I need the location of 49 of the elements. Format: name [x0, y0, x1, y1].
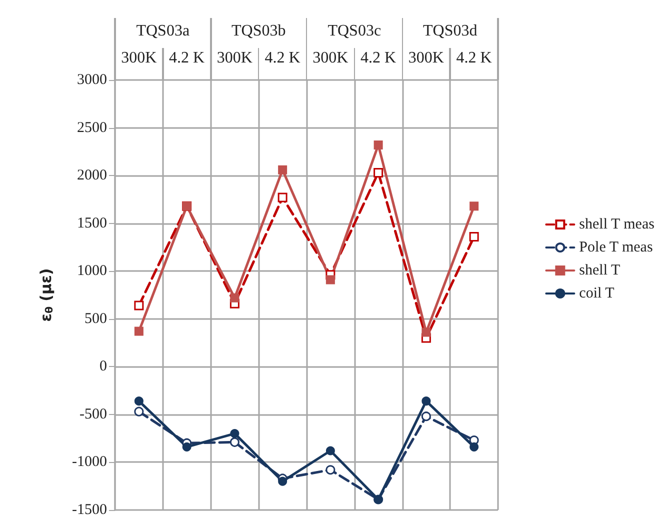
y-tick-label: -500: [80, 406, 107, 422]
text: TQS03c: [328, 22, 382, 40]
point: [326, 446, 335, 456]
x-tick-label: 300K: [408, 50, 444, 66]
point: [470, 442, 479, 452]
point: [421, 412, 431, 422]
y-tick-label: 1000: [77, 263, 107, 280]
x-tick-label: 4.2 K: [456, 50, 492, 66]
y-tick-label: 2500: [77, 120, 107, 136]
point: [470, 202, 479, 211]
x-tick-label: 4.2 K: [264, 50, 301, 66]
point: [134, 406, 144, 416]
legend-label: Pole T meas: [579, 240, 653, 256]
y-tick-label: 0: [100, 358, 107, 375]
y-tick-label: 500: [84, 310, 107, 327]
y-tick-label: 1500: [77, 215, 107, 232]
point: [326, 465, 336, 475]
x-tick-label: 300K: [216, 50, 253, 66]
x-tick-label: 300K: [121, 50, 158, 66]
point: [278, 476, 288, 486]
point: [422, 328, 431, 337]
point: [278, 165, 288, 174]
y-axis-title: εθ (με): [37, 268, 56, 322]
point: [182, 442, 192, 452]
y-tick-label: 2000: [77, 168, 107, 184]
point: [134, 396, 144, 406]
point: [230, 293, 240, 302]
point: [326, 275, 335, 284]
x-tick-label: 4.2 K: [360, 50, 397, 66]
point: [230, 429, 240, 438]
point: [278, 192, 288, 202]
x-tick-label: 300K: [312, 50, 349, 66]
y-tick-label: -1000: [72, 454, 107, 470]
point: [230, 437, 240, 447]
point: [422, 396, 431, 406]
x-tick-label: 4.2 K: [169, 50, 206, 66]
point: [374, 140, 383, 150]
y-tick-label: -1500: [72, 502, 107, 518]
text: TQS03a: [136, 22, 190, 40]
text: TQS03b: [232, 22, 286, 40]
y-tick-label: 3000: [77, 72, 107, 88]
point: [134, 300, 144, 310]
text: TQS03d: [423, 22, 478, 40]
point: [374, 168, 384, 178]
point: [469, 232, 479, 242]
legend-label: coil T: [579, 286, 614, 302]
legend-label: shell T meas: [579, 216, 655, 232]
point: [134, 326, 144, 336]
legend-label: shell T: [579, 262, 620, 278]
